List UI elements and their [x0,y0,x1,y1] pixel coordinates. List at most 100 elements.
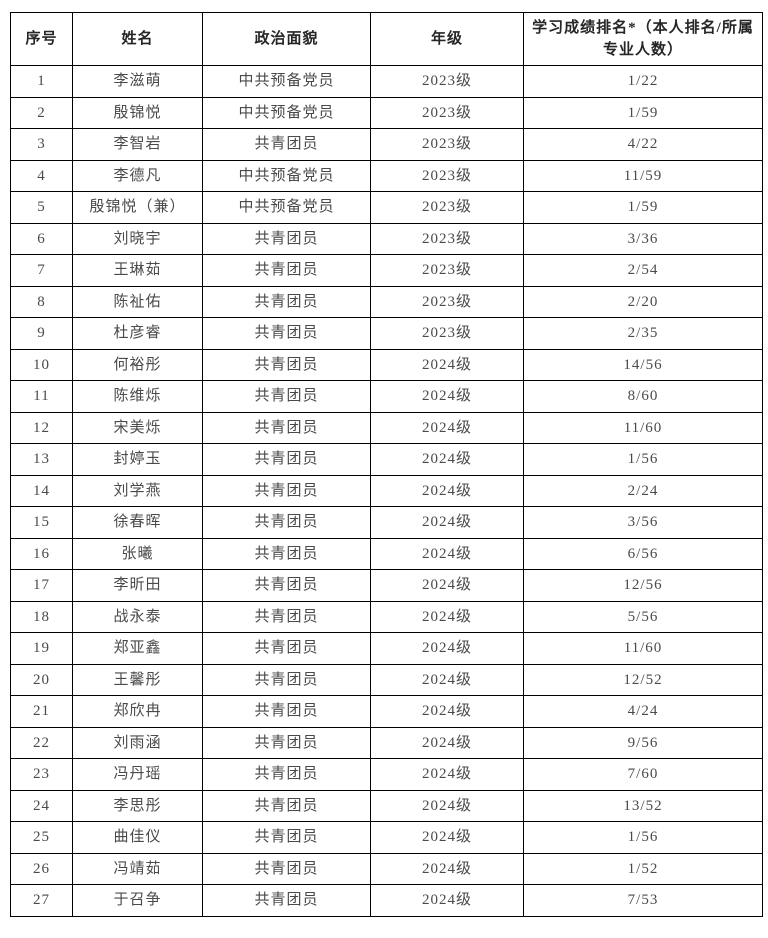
table-row: 1 李滋萌 中共预备党员 2023级 1/22 [10,65,763,98]
cell-index: 15 [10,506,73,539]
cell-index: 10 [10,348,73,381]
cell-name: 刘晓宇 [72,222,203,255]
cell-index: 20 [10,663,73,696]
cell-ranking: 11/60 [523,632,763,665]
cell-index: 5 [10,191,73,224]
cell-ranking: 14/56 [523,348,763,381]
cell-name: 陈维烁 [72,380,203,413]
cell-ranking: 1/22 [523,65,763,98]
cell-grade: 2024级 [370,758,524,791]
table-row: 21 郑欣冉 共青团员 2024级 4/24 [10,695,763,728]
table-row: 2 殷锦悦 中共预备党员 2023级 1/59 [10,96,763,129]
cell-grade: 2024级 [370,726,524,759]
cell-grade: 2023级 [370,317,524,350]
cell-name: 冯丹瑶 [72,758,203,791]
cell-grade: 2024级 [370,537,524,570]
cell-political-status: 共青团员 [202,695,371,728]
cell-grade: 2024级 [370,821,524,854]
cell-political-status: 共青团员 [202,821,371,854]
cell-name: 冯靖茹 [72,852,203,885]
cell-ranking: 2/24 [523,474,763,507]
cell-political-status: 共青团员 [202,663,371,696]
cell-political-status: 共青团员 [202,789,371,822]
cell-political-status: 共青团员 [202,348,371,381]
cell-ranking: 1/52 [523,852,763,885]
cell-index: 17 [10,569,73,602]
cell-political-status: 共青团员 [202,474,371,507]
cell-index: 19 [10,632,73,665]
cell-grade: 2023级 [370,285,524,318]
cell-political-status: 共青团员 [202,884,371,917]
table-row: 27 于召争 共青团员 2024级 7/53 [10,884,763,917]
cell-grade: 2023级 [370,65,524,98]
table-row: 15 徐春晖 共青团员 2024级 3/56 [10,506,763,539]
cell-ranking: 3/36 [523,222,763,255]
cell-name: 刘雨涵 [72,726,203,759]
cell-index: 7 [10,254,73,287]
cell-grade: 2024级 [370,411,524,444]
cell-name: 殷锦悦（兼） [72,191,203,224]
cell-name: 曲佳仪 [72,821,203,854]
cell-political-status: 中共预备党员 [202,191,371,224]
cell-grade: 2023级 [370,96,524,129]
cell-index: 4 [10,159,73,192]
table-row: 14 刘学燕 共青团员 2024级 2/24 [10,474,763,507]
cell-political-status: 共青团员 [202,852,371,885]
cell-ranking: 12/56 [523,569,763,602]
table-row: 22 刘雨涵 共青团员 2024级 9/56 [10,726,763,759]
cell-name: 王馨彤 [72,663,203,696]
cell-name: 刘学燕 [72,474,203,507]
cell-name: 李智岩 [72,128,203,161]
cell-ranking: 4/24 [523,695,763,728]
table-row: 5 殷锦悦（兼） 中共预备党员 2023级 1/59 [10,191,763,224]
cell-index: 1 [10,65,73,98]
cell-name: 李思彤 [72,789,203,822]
student-ranking-table: 序号 姓名 政治面貌 年级 学习成绩排名*（本人排名/所属专业人数） 1 李滋萌中… [10,12,763,917]
cell-political-status: 中共预备党员 [202,159,371,192]
cell-political-status: 共青团员 [202,285,371,318]
table-row: 17 李昕田 共青团员 2024级 12/56 [10,569,763,602]
cell-political-status: 共青团员 [202,600,371,633]
header-index: 序号 [10,12,73,66]
cell-name: 张曦 [72,537,203,570]
cell-ranking: 2/35 [523,317,763,350]
cell-ranking: 11/60 [523,411,763,444]
cell-political-status: 共青团员 [202,569,371,602]
cell-grade: 2024级 [370,474,524,507]
table-row: 24 李思彤 共青团员 2024级 13/52 [10,789,763,822]
cell-ranking: 1/59 [523,96,763,129]
cell-political-status: 共青团员 [202,726,371,759]
cell-index: 26 [10,852,73,885]
table-row: 13 封婷玉 共青团员 2024级 1/56 [10,443,763,476]
table-row: 9 杜彦睿 共青团员 2023级 2/35 [10,317,763,350]
cell-grade: 2024级 [370,443,524,476]
cell-ranking: 3/56 [523,506,763,539]
cell-political-status: 共青团员 [202,317,371,350]
cell-name: 李昕田 [72,569,203,602]
cell-index: 22 [10,726,73,759]
cell-index: 18 [10,600,73,633]
cell-index: 11 [10,380,73,413]
cell-index: 12 [10,411,73,444]
cell-grade: 2024级 [370,695,524,728]
cell-index: 13 [10,443,73,476]
cell-political-status: 中共预备党员 [202,96,371,129]
cell-ranking: 13/52 [523,789,763,822]
cell-ranking: 1/59 [523,191,763,224]
header-row: 序号 姓名 政治面貌 年级 学习成绩排名*（本人排名/所属专业人数） [10,12,763,66]
cell-ranking: 6/56 [523,537,763,570]
cell-grade: 2024级 [370,663,524,696]
cell-political-status: 共青团员 [202,411,371,444]
cell-ranking: 8/60 [523,380,763,413]
table-row: 18 战永泰 共青团员 2024级 5/56 [10,600,763,633]
cell-grade: 2024级 [370,632,524,665]
table-row: 6 刘晓宇 共青团员 2023级 3/36 [10,222,763,255]
header-grade: 年级 [370,12,524,66]
cell-political-status: 中共预备党员 [202,65,371,98]
table-row: 3 李智岩 共青团员 2023级 4/22 [10,128,763,161]
cell-ranking: 9/56 [523,726,763,759]
cell-grade: 2024级 [370,348,524,381]
cell-name: 殷锦悦 [72,96,203,129]
cell-political-status: 共青团员 [202,254,371,287]
